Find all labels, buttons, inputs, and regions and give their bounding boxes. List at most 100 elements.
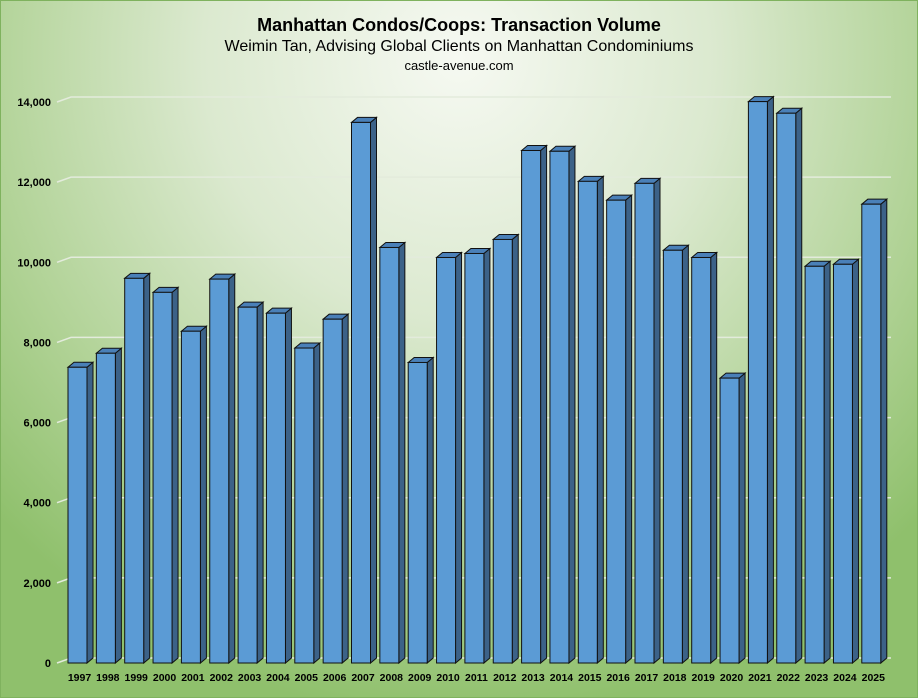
y-tick-label: 14,000 (17, 97, 51, 109)
x-tick-label: 2025 (862, 672, 886, 684)
bar-side (171, 286, 179, 665)
bar-side (511, 233, 519, 665)
bar-2021 (747, 101, 768, 664)
bar-side (710, 251, 718, 665)
bar-side (766, 95, 774, 665)
x-tick-label: 2004 (266, 672, 290, 684)
x-tick-label: 2009 (408, 672, 432, 684)
bar-2012 (492, 238, 513, 664)
y-tick-label: 10,000 (17, 257, 51, 269)
x-tick-label: 2005 (295, 672, 319, 684)
x-tick-label: 1997 (68, 672, 92, 684)
bar-side (199, 325, 207, 665)
bar-2016 (606, 199, 627, 664)
bar-side (596, 175, 604, 665)
x-tick-label: 2006 (323, 672, 347, 684)
bar-2009 (407, 361, 428, 664)
x-tick-label: 2015 (578, 672, 602, 684)
x-tick-label: 2010 (436, 672, 460, 684)
bar-side (313, 341, 321, 665)
bar-side (851, 258, 859, 665)
x-tick-label: 1999 (125, 672, 149, 684)
x-tick-label: 2008 (380, 672, 404, 684)
bar-side (370, 116, 377, 665)
bar-2019 (691, 256, 712, 664)
bar-side (86, 361, 94, 665)
x-tick-label: 2013 (521, 672, 545, 684)
bar-2015 (577, 180, 598, 664)
bar-1997 (67, 366, 88, 664)
bar-2023 (804, 265, 825, 664)
bar-2008 (379, 246, 400, 664)
x-tick-label: 1998 (96, 672, 120, 684)
bar-side (653, 177, 661, 665)
x-tick-label: 2000 (153, 672, 177, 684)
bar-side (228, 273, 236, 665)
bar-side (795, 107, 803, 665)
x-tick-label: 2017 (635, 672, 659, 684)
bar-2010 (436, 256, 457, 664)
y-tick-label: 2,000 (23, 578, 51, 590)
bar-2003 (237, 306, 258, 664)
x-tick-label: 2014 (550, 672, 574, 684)
y-tick-label: 12,000 (17, 177, 51, 189)
x-tick-label: 2019 (692, 672, 716, 684)
bar-2018 (662, 249, 683, 664)
y-tick-label: 0 (45, 658, 51, 670)
x-tick-label: 2001 (181, 672, 205, 684)
bar-2002 (209, 278, 230, 664)
bar-side (143, 272, 151, 665)
bar-2004 (265, 312, 286, 664)
x-tick-label: 2012 (493, 672, 517, 684)
bar-2013 (521, 149, 542, 664)
bar-side (880, 198, 888, 665)
x-tick-label: 2021 (748, 672, 772, 684)
chart-subtitle: Weimin Tan, Advising Global Clients on M… (224, 38, 694, 55)
bar-2025 (861, 203, 882, 664)
bar-2017 (634, 182, 655, 664)
chart-source: castle-avenue.com (404, 58, 514, 73)
x-tick-label: 2020 (720, 672, 744, 684)
bar-side (681, 244, 689, 665)
bar-2005 (294, 347, 315, 664)
x-tick-label: 2024 (833, 672, 857, 684)
bar-side (398, 241, 406, 665)
bar-side (823, 260, 831, 665)
y-tick-label: 8,000 (23, 337, 51, 349)
bar-2024 (832, 263, 853, 664)
chart-title: Manhattan Condos/Coops: Transaction Volu… (257, 15, 661, 35)
bar-side (568, 145, 576, 665)
x-tick-label: 2011 (465, 672, 488, 684)
x-tick-label: 2022 (777, 672, 801, 684)
bar-2007 (351, 121, 371, 664)
x-tick-label: 2016 (606, 672, 630, 684)
bar-side (625, 194, 633, 665)
y-tick-label: 6,000 (23, 418, 51, 430)
bar-2001 (180, 330, 201, 664)
y-tick-label: 4,000 (23, 498, 51, 510)
bar-side (114, 347, 122, 665)
bar-2014 (549, 150, 570, 664)
bar-1998 (95, 352, 116, 664)
bar-side (426, 356, 434, 665)
bar-side (540, 144, 548, 665)
gridline (56, 96, 891, 103)
bar-2020 (719, 377, 740, 664)
bar-side (738, 372, 746, 665)
bar-2011 (464, 252, 485, 664)
bar-2006 (322, 318, 343, 664)
x-tick-label: 2018 (663, 672, 687, 684)
gridline (56, 176, 891, 183)
x-tick-label: 2007 (351, 672, 375, 684)
bar-side (341, 313, 349, 665)
bar-2000 (152, 291, 173, 664)
bar-2022 (776, 112, 797, 664)
bar-side (284, 307, 292, 665)
x-tick-label: 2002 (210, 672, 234, 684)
bar-side (455, 251, 463, 665)
bar-1999 (124, 277, 145, 664)
x-tick-label: 2003 (238, 672, 262, 684)
x-tick-label: 2023 (805, 672, 829, 684)
